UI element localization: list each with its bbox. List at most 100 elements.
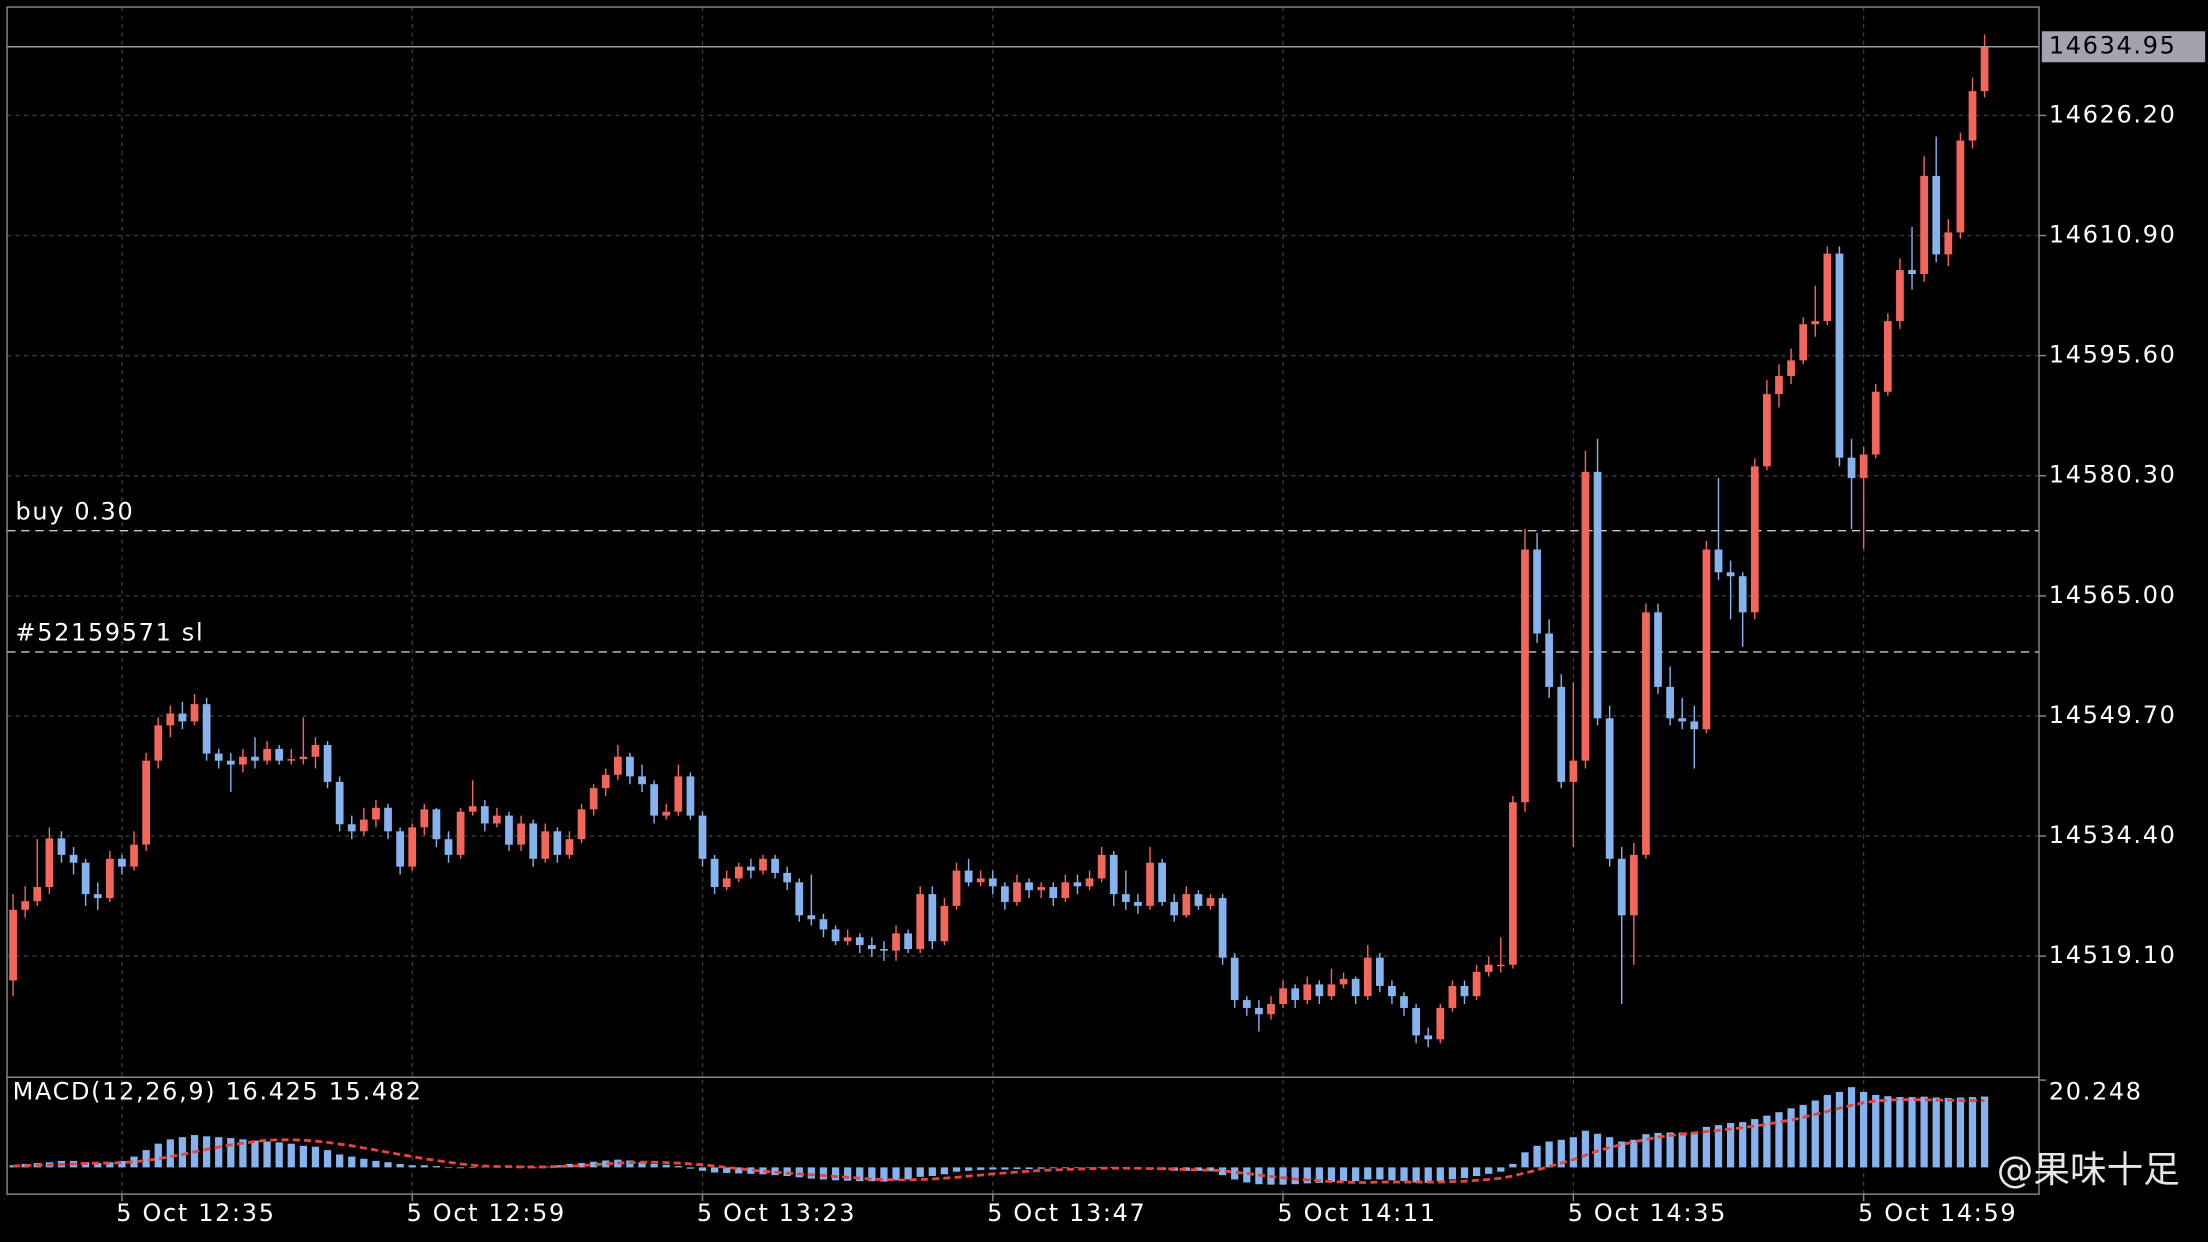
macd-bar (1618, 1141, 1626, 1168)
candle-body (1472, 971, 1481, 997)
candle-body (553, 831, 562, 855)
candle-body (577, 809, 586, 840)
candle-body (1666, 686, 1674, 719)
macd-bar (1702, 1126, 1711, 1168)
macd-bar (747, 1167, 755, 1174)
candle-body (1569, 760, 1578, 782)
candle-body (493, 815, 501, 824)
candle-body (1400, 996, 1408, 1008)
candle-body (1412, 1007, 1420, 1036)
candle-body (698, 815, 707, 859)
candle-body (1351, 978, 1360, 997)
candle-body (1847, 457, 1856, 479)
candle-body (710, 858, 719, 888)
macd-bar (735, 1167, 743, 1174)
candle-body (1182, 894, 1191, 916)
candle-body (1496, 964, 1505, 967)
candle-body (1097, 854, 1106, 879)
macd-bar (1835, 1091, 1844, 1168)
candle-body (855, 937, 864, 946)
candle-body (1678, 718, 1687, 722)
price-label-box (2041, 31, 2206, 63)
macd-bar (1932, 1097, 1940, 1168)
macd-bar (1412, 1167, 1420, 1183)
macd-bar (215, 1137, 223, 1168)
candle-body (1279, 988, 1287, 1005)
candle-body (795, 882, 804, 916)
y-tick-label: 14534.40 (2049, 821, 2177, 849)
macd-bar (759, 1167, 767, 1175)
candle-body (166, 713, 175, 726)
macd-bar (940, 1167, 949, 1175)
macd-bar (1956, 1097, 1965, 1168)
candle-body (432, 809, 441, 840)
candle-body (517, 823, 525, 845)
candle-body (650, 784, 658, 816)
macd-bar (1739, 1122, 1747, 1168)
candle-body (311, 744, 320, 757)
candle-body (626, 756, 634, 777)
macd-bar (1654, 1132, 1662, 1168)
macd-bar (650, 1163, 658, 1168)
candle-body (81, 862, 90, 895)
candle-body (1230, 957, 1239, 1001)
macd-bar (1376, 1167, 1384, 1180)
macd-bar (1944, 1097, 1952, 1168)
macd-bar (1606, 1137, 1614, 1168)
candle-body (1835, 253, 1844, 458)
x-tick-label: 5 Oct 14:59 (1858, 1199, 2017, 1227)
macd-bar (1557, 1139, 1565, 1168)
macd-bar (1206, 1167, 1215, 1172)
macd-bar (178, 1137, 187, 1168)
candle-body (323, 744, 332, 782)
candle-body (1291, 988, 1300, 1001)
candle-body (154, 725, 163, 761)
macd-bar (372, 1160, 380, 1168)
macd-bar (952, 1167, 961, 1172)
candle-body (1327, 984, 1336, 997)
y-tick-label: 14565.00 (2049, 581, 2177, 609)
candle-body (45, 838, 54, 888)
candle-body (1823, 253, 1832, 322)
macd-bar (469, 1167, 477, 1169)
candle-body (226, 760, 235, 765)
candle-body (1436, 1007, 1445, 1040)
candle-body (384, 807, 392, 832)
candle-body (1980, 46, 1989, 92)
macd-bar (1194, 1167, 1203, 1171)
candle-body (468, 806, 477, 812)
candle-body (1509, 802, 1517, 965)
macd-bar (1049, 1167, 1057, 1169)
candle-body (1194, 894, 1203, 906)
candle-body (420, 809, 429, 828)
macd-bar (892, 1167, 900, 1181)
candle-body (1642, 612, 1650, 855)
macd-bar (1884, 1096, 1892, 1168)
macd-bar (263, 1141, 271, 1168)
x-tick-label: 5 Oct 13:23 (697, 1199, 856, 1227)
candle-body (1315, 984, 1324, 997)
x-tick-label: 5 Oct 12:59 (407, 1199, 566, 1227)
candle-body (952, 870, 961, 906)
macd-bar (1303, 1167, 1311, 1184)
macd-bar (1872, 1094, 1880, 1168)
macd-bar (977, 1167, 985, 1170)
candle-body (1134, 901, 1142, 906)
candle-body (287, 759, 296, 761)
macd-bar (964, 1167, 973, 1171)
candle-body (916, 894, 925, 950)
candle-body (105, 858, 114, 899)
macd-bar (1847, 1087, 1856, 1168)
y-tick-label: 14580.30 (2049, 461, 2177, 489)
macd-bar (1061, 1167, 1069, 1169)
candle-body (251, 756, 259, 761)
candle-body (1170, 901, 1179, 916)
macd-bar (1920, 1096, 1928, 1168)
macd-bar (432, 1166, 441, 1168)
candle-body (892, 933, 900, 951)
candle-body (1001, 886, 1009, 902)
candle-body (1484, 964, 1493, 972)
macd-bar (1291, 1167, 1299, 1185)
candle-body (9, 909, 17, 981)
